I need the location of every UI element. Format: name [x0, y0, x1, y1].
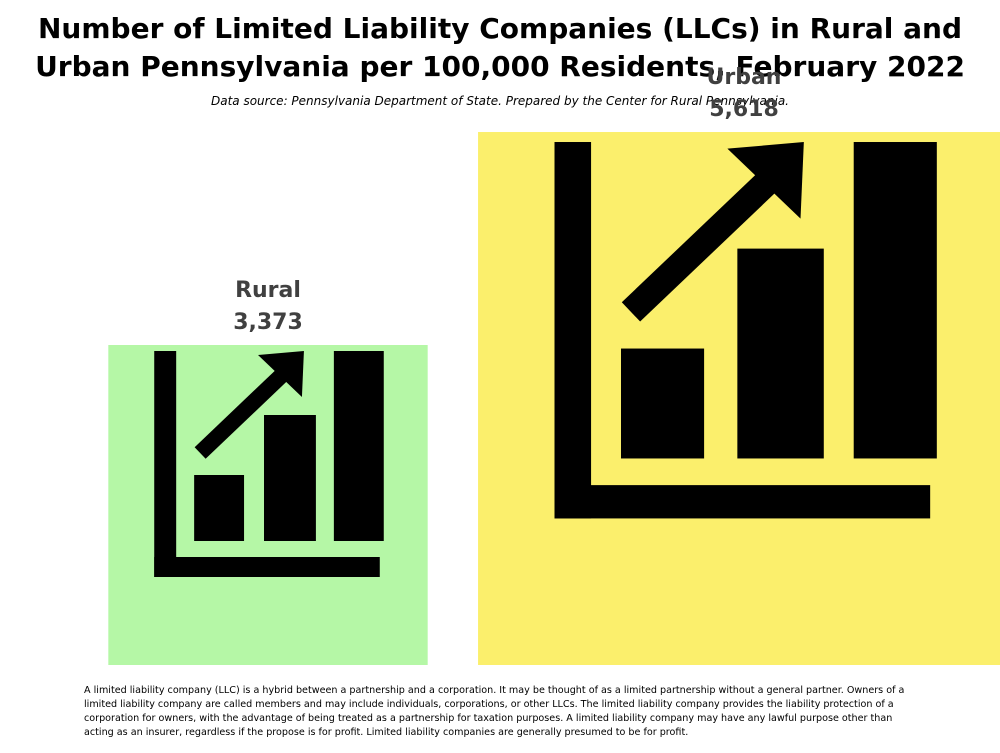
category-label-rural: Rural — [235, 278, 301, 303]
category-label-urban: Urban — [707, 65, 782, 90]
chart-title: Number of Limited Liability Companies (L… — [35, 12, 965, 83]
value-label-urban: 5,618 — [709, 97, 779, 122]
pictogram-chart: Rural 3,373 Urban 5,618 — [108, 65, 1000, 665]
chart-subtitle: Data source: Pennsylvania Department of … — [210, 94, 789, 108]
footnote: A limited liability company (LLC) is a h… — [84, 685, 905, 738]
value-label-rural: 3,373 — [233, 310, 303, 335]
bar-chart-growth-icon — [154, 351, 384, 577]
bar-chart-growth-icon — [554, 142, 937, 519]
